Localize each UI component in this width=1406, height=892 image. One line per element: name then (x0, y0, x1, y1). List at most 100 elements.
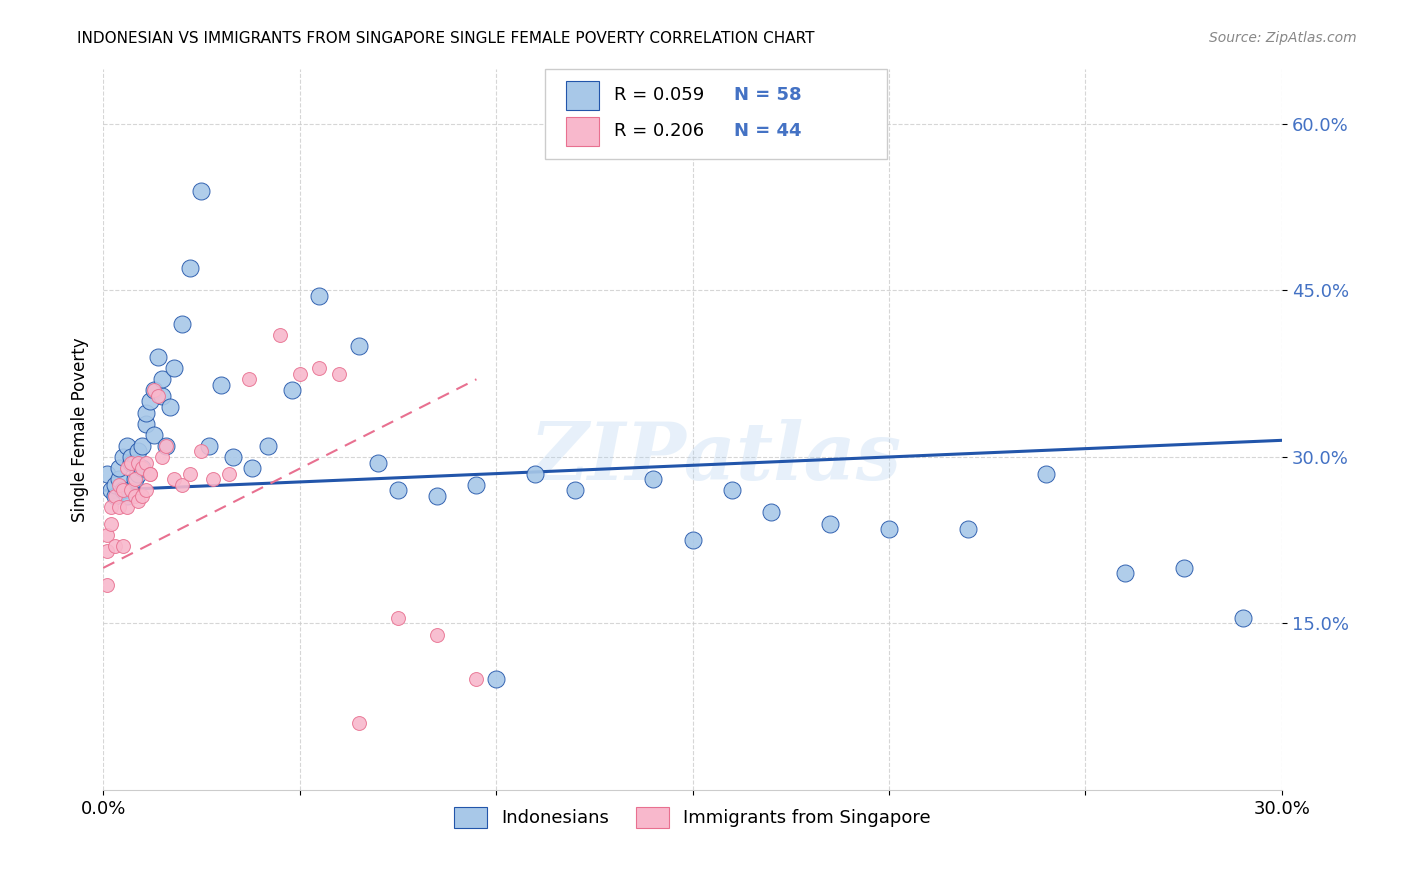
Point (524, 467, 547, 481)
Point (104, 477, 127, 491)
Text: R = 0.206: R = 0.206 (613, 122, 703, 140)
Point (128, 444, 150, 458)
Text: Source: ZipAtlas.com: Source: ZipAtlas.com (1209, 31, 1357, 45)
Point (150, 372, 173, 386)
Text: INDONESIAN VS IMMIGRANTS FROM SINGAPORE SINGLE FEMALE POVERTY CORRELATION CHART: INDONESIAN VS IMMIGRANTS FROM SINGAPORE … (77, 31, 815, 46)
Point (104, 489, 127, 503)
Point (131, 489, 153, 503)
Point (131, 439, 153, 453)
Point (120, 450, 142, 464)
Point (465, 477, 488, 491)
Point (124, 472, 146, 486)
Point (108, 472, 131, 486)
Point (190, 184, 212, 198)
Point (269, 327, 291, 342)
Point (170, 317, 193, 331)
Point (387, 611, 409, 625)
Text: N = 58: N = 58 (734, 87, 801, 104)
Point (308, 289, 330, 303)
Point (120, 456, 142, 470)
Point (100, 500, 122, 514)
Point (202, 472, 225, 486)
Point (238, 372, 260, 386)
Point (104, 489, 127, 503)
Point (564, 483, 586, 498)
Point (1173, 561, 1195, 575)
Point (115, 461, 138, 475)
Point (143, 384, 166, 398)
Point (721, 483, 744, 498)
FancyBboxPatch shape (546, 69, 887, 159)
Point (242, 461, 264, 475)
Point (643, 472, 665, 486)
Point (135, 417, 157, 431)
Point (150, 389, 173, 403)
Point (108, 461, 131, 475)
Y-axis label: Single Female Poverty: Single Female Poverty (72, 337, 89, 522)
Point (146, 350, 169, 364)
Point (426, 627, 449, 641)
Point (1035, 467, 1057, 481)
Point (96, 527, 118, 541)
Point (179, 261, 201, 276)
Point (115, 439, 138, 453)
Point (128, 467, 150, 481)
Point (115, 500, 138, 514)
Point (426, 489, 449, 503)
Point (115, 489, 138, 503)
Point (139, 467, 162, 481)
Point (198, 439, 221, 453)
Point (485, 672, 508, 686)
Point (759, 506, 782, 520)
Point (108, 500, 131, 514)
Point (956, 522, 979, 536)
Point (1114, 566, 1136, 581)
Point (367, 456, 389, 470)
Point (111, 450, 134, 464)
Point (104, 539, 127, 553)
Point (108, 477, 131, 491)
Point (1232, 611, 1254, 625)
Point (143, 427, 166, 442)
Point (146, 389, 169, 403)
Legend: Indonesians, Immigrants from Singapore: Indonesians, Immigrants from Singapore (447, 800, 938, 835)
Point (209, 377, 232, 392)
Point (111, 539, 134, 553)
Point (222, 450, 245, 464)
Point (131, 461, 153, 475)
Point (877, 522, 900, 536)
Text: N = 44: N = 44 (734, 122, 801, 140)
Text: R = 0.059: R = 0.059 (613, 87, 704, 104)
Point (139, 467, 162, 481)
Point (155, 439, 177, 453)
Point (135, 406, 157, 420)
Point (280, 384, 302, 398)
Point (96, 577, 118, 591)
Point (96, 467, 118, 481)
Point (218, 467, 240, 481)
Point (111, 483, 134, 498)
Point (308, 361, 330, 376)
Point (135, 456, 157, 470)
Point (682, 533, 704, 548)
Point (124, 456, 146, 470)
Point (170, 477, 193, 491)
Point (150, 450, 173, 464)
Point (96, 544, 118, 558)
Point (257, 439, 280, 453)
Point (163, 361, 186, 376)
Point (328, 367, 350, 381)
Point (128, 456, 150, 470)
Point (139, 394, 162, 409)
Point (131, 461, 153, 475)
Point (347, 339, 370, 353)
Point (120, 456, 142, 470)
Point (135, 483, 157, 498)
Point (347, 716, 370, 731)
Point (155, 439, 177, 453)
Point (120, 483, 142, 498)
Text: ZIPatlas: ZIPatlas (530, 419, 903, 497)
Point (128, 494, 150, 508)
Point (124, 472, 146, 486)
FancyBboxPatch shape (567, 117, 599, 145)
